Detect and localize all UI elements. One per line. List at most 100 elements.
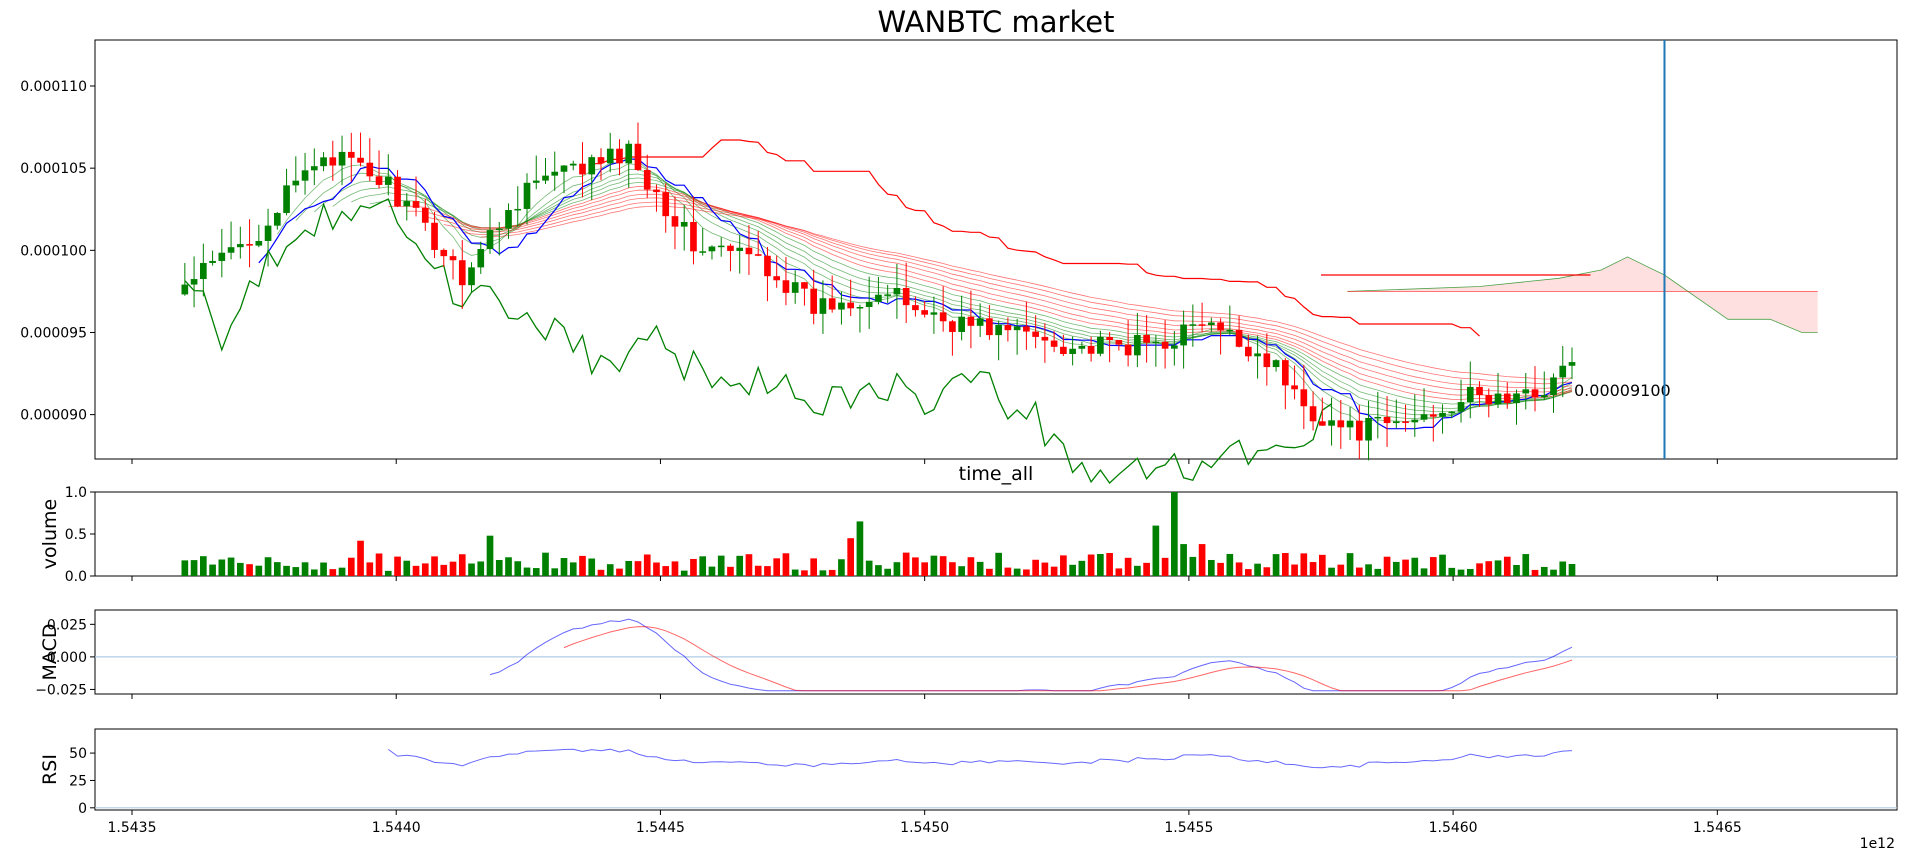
volume-bar bbox=[523, 567, 531, 576]
volume-bar bbox=[366, 562, 374, 576]
volume-bar bbox=[200, 556, 207, 576]
candle-body bbox=[634, 143, 642, 170]
ema-ribbon-line bbox=[425, 193, 1573, 393]
volume-bar bbox=[218, 559, 226, 576]
candle-body bbox=[1069, 348, 1076, 354]
volume-bar bbox=[495, 559, 503, 576]
volume-bar bbox=[431, 556, 438, 576]
candle-body bbox=[440, 249, 448, 257]
volume-bar bbox=[394, 556, 401, 576]
volume-bar bbox=[227, 557, 235, 576]
volume-bar bbox=[1198, 544, 1206, 576]
candle-body bbox=[995, 325, 1002, 336]
candle-body bbox=[412, 201, 420, 208]
volume-bar bbox=[449, 561, 457, 576]
candle-body bbox=[542, 175, 549, 181]
volume-bar bbox=[338, 567, 346, 576]
x-tick-label: 1.5445 bbox=[636, 820, 685, 836]
volume-bar bbox=[597, 569, 605, 576]
volume-bar bbox=[1540, 566, 1548, 576]
price-panel: 0.000090 0.000095 0.000100 0.000105 0.000110… bbox=[20, 39, 1898, 484]
candle-body bbox=[1226, 329, 1234, 332]
candle-body bbox=[884, 294, 891, 296]
volume-bar bbox=[847, 538, 855, 576]
volume-bar bbox=[865, 560, 873, 576]
candle-body bbox=[1235, 329, 1243, 347]
candle-body bbox=[1540, 395, 1548, 398]
x-offset-label: 1e12 bbox=[1860, 836, 1895, 852]
candle-body bbox=[1522, 389, 1530, 394]
volume-bar bbox=[477, 561, 485, 576]
volume-bar bbox=[791, 569, 799, 576]
volume-bar bbox=[1254, 563, 1261, 576]
volume-bar bbox=[875, 565, 882, 576]
candle-body bbox=[912, 305, 919, 311]
candle-body bbox=[1198, 324, 1206, 326]
macd-y-tick-label: 0.000 bbox=[47, 650, 87, 666]
volume-bar bbox=[1134, 565, 1141, 576]
candle-body bbox=[1411, 419, 1419, 423]
volume-bar bbox=[1365, 564, 1372, 576]
x-tick-label: 1.5450 bbox=[900, 820, 949, 836]
ema-ribbon-line bbox=[480, 205, 1573, 380]
volume-bar bbox=[246, 564, 253, 576]
volume-bar bbox=[773, 558, 781, 576]
volume-bar bbox=[505, 557, 512, 576]
candle-body bbox=[486, 230, 494, 250]
candle-body bbox=[347, 151, 355, 158]
volume-bar bbox=[1439, 554, 1446, 576]
volume-bar bbox=[1559, 561, 1567, 576]
candle-body bbox=[671, 216, 679, 227]
macd-signal-line bbox=[563, 626, 1573, 692]
candle-body bbox=[1013, 326, 1021, 331]
candle-body bbox=[190, 279, 198, 285]
volume-bar bbox=[1448, 567, 1456, 576]
volume-bar bbox=[1485, 561, 1493, 576]
volume-bar bbox=[1374, 568, 1382, 576]
candle-body bbox=[1263, 353, 1271, 368]
volume-bar bbox=[1087, 554, 1095, 576]
volume-bar bbox=[1189, 556, 1197, 576]
volume-bar bbox=[1466, 568, 1474, 576]
volume-bar bbox=[884, 568, 891, 576]
volume-bar bbox=[375, 553, 383, 576]
candle-body bbox=[856, 306, 864, 309]
candle-body bbox=[1476, 386, 1483, 396]
candle-body bbox=[301, 170, 309, 181]
volume-bar bbox=[921, 562, 928, 576]
volume-bar bbox=[699, 556, 707, 576]
rsi-line bbox=[388, 748, 1573, 769]
candle-body bbox=[1550, 377, 1557, 396]
candle-body bbox=[875, 294, 882, 302]
candle-body bbox=[403, 201, 411, 207]
volume-bar bbox=[1050, 566, 1058, 576]
volume-bar bbox=[634, 561, 642, 576]
volume-bar bbox=[1346, 553, 1354, 576]
volume-bar bbox=[310, 569, 318, 576]
candle-body bbox=[606, 148, 614, 164]
volume-bar bbox=[551, 568, 559, 576]
candle-body bbox=[477, 249, 485, 268]
price-y-tick-label: 0.000110 bbox=[20, 79, 87, 95]
volume-bar bbox=[588, 558, 596, 576]
candle-body bbox=[893, 288, 901, 295]
volume-bar bbox=[560, 558, 568, 576]
ema-ribbon-line bbox=[462, 201, 1573, 385]
candle-body bbox=[569, 163, 577, 166]
candle-body bbox=[967, 316, 975, 326]
candle-body bbox=[532, 180, 540, 183]
candle-body bbox=[218, 252, 226, 261]
candle-body bbox=[357, 157, 364, 163]
volume-bar bbox=[273, 562, 281, 576]
candle-body bbox=[1531, 389, 1539, 398]
candle-body bbox=[1161, 341, 1169, 349]
volume-bar bbox=[1097, 554, 1104, 576]
candle-body bbox=[181, 284, 189, 295]
candle-body bbox=[292, 180, 300, 186]
volume-y-tick-label: 0.5 bbox=[65, 527, 87, 543]
volume-bar bbox=[1531, 569, 1539, 576]
volume-bar bbox=[727, 566, 734, 576]
candle-body bbox=[939, 312, 947, 322]
